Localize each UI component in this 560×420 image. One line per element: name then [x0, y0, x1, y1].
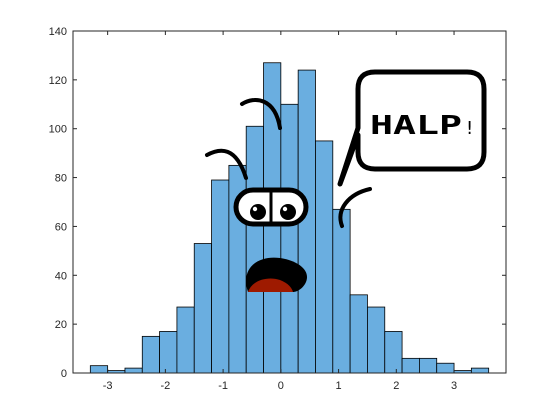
x-axis-ticks: -3 -2 -1 0 1 2 3 — [103, 31, 457, 392]
histogram-bar — [401, 357, 420, 374]
monster-face-drawing — [205, 98, 372, 292]
histogram-bar — [436, 362, 455, 374]
histogram-bar — [470, 367, 490, 374]
plot-frame — [72, 30, 507, 374]
histogram-bar — [193, 243, 212, 374]
x-tick-label: 1 — [336, 380, 342, 392]
histogram-bar — [384, 331, 403, 374]
right-eyebrow — [338, 187, 372, 228]
y-tick-label: 0 — [61, 368, 67, 380]
x-tick-label: 3 — [451, 380, 457, 392]
histogram-bar — [89, 365, 109, 374]
left-eyebrow-far — [205, 148, 248, 180]
y-tick-label: 120 — [49, 75, 67, 87]
speech-bubble-text: HALP — [370, 111, 462, 141]
x-tick-label: 0 — [278, 380, 284, 392]
x-tick-label: -3 — [103, 380, 113, 392]
left-eyebrow — [240, 98, 282, 130]
histogram-bar — [280, 103, 299, 374]
histogram-bar — [418, 357, 438, 374]
histogram-bar — [159, 331, 178, 374]
left-pupil-highlight — [252, 206, 258, 212]
histogram-bar — [349, 294, 368, 374]
histogram-bar — [124, 367, 143, 374]
y-tick-label: 20 — [55, 319, 67, 331]
y-tick-label: 40 — [55, 270, 67, 282]
y-tick-label: 60 — [55, 221, 67, 233]
x-tick-label: -1 — [218, 380, 228, 392]
left-pupil — [250, 204, 266, 220]
x-tick-label: 2 — [393, 380, 399, 392]
speech-bubble-exclamation: ! — [466, 118, 473, 139]
histogram-bar — [245, 125, 264, 374]
x-tick-label: -2 — [160, 380, 170, 392]
right-pupil-highlight — [282, 206, 288, 212]
tongue — [248, 278, 293, 292]
y-axis-ticks: 0 20 40 60 80 100 120 140 — [49, 26, 506, 380]
histogram-bar — [315, 140, 334, 374]
speech-bubble-outline — [337, 69, 487, 187]
histogram-bar — [176, 306, 195, 374]
histogram-bar — [141, 335, 160, 374]
y-tick-label: 100 — [49, 124, 67, 136]
y-tick-label: 80 — [55, 173, 67, 185]
histogram-bar — [367, 306, 386, 374]
y-tick-label: 140 — [49, 26, 67, 38]
speech-bubble: HALP ! — [337, 69, 487, 187]
right-pupil — [280, 204, 296, 220]
histogram-bar — [211, 179, 230, 374]
histogram-bar — [332, 208, 351, 374]
